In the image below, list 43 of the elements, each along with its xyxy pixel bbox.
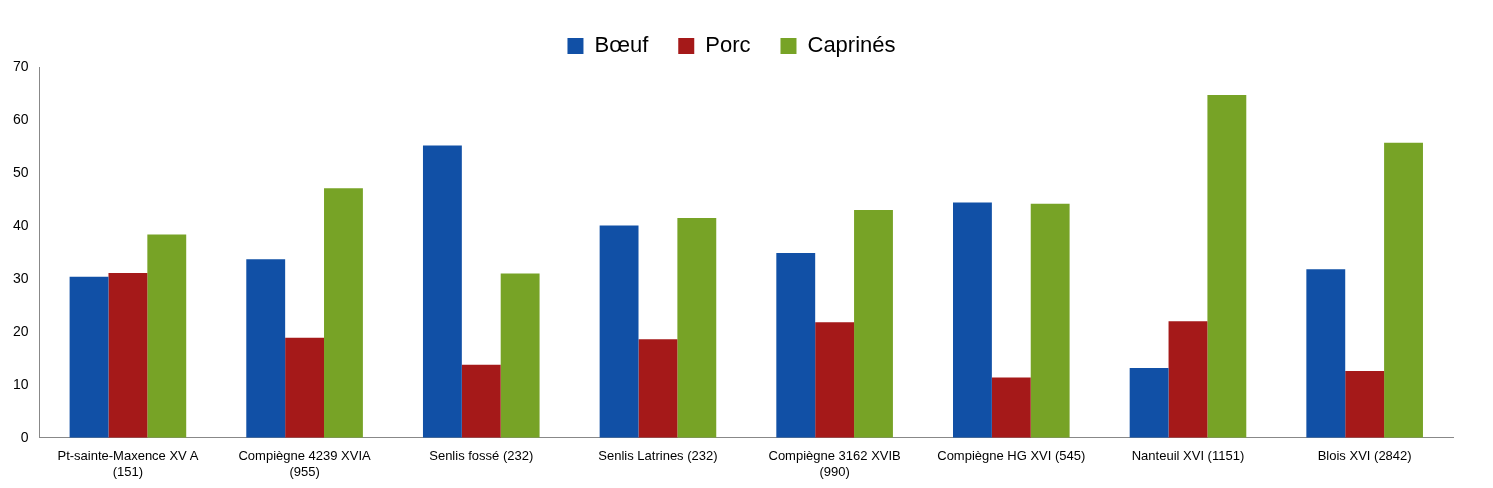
legend-label: Caprinés xyxy=(807,32,896,58)
bar xyxy=(285,337,325,438)
bar xyxy=(108,273,148,438)
bar xyxy=(953,202,992,438)
bar xyxy=(69,276,109,438)
bar xyxy=(1168,321,1208,438)
y-tick-label: 60 xyxy=(12,110,29,127)
bar xyxy=(776,252,816,438)
x-tick-label: Blois XVI (2842) xyxy=(1317,448,1412,464)
x-tick-label: Compiègne 3162 XVIB (990) xyxy=(768,448,901,479)
bar xyxy=(599,225,639,438)
bar xyxy=(1384,142,1423,438)
y-tick-label: 30 xyxy=(12,269,29,286)
bar xyxy=(1030,203,1070,438)
bar xyxy=(324,188,363,438)
y-tick-label: 20 xyxy=(12,322,29,339)
bar xyxy=(1306,269,1346,438)
bar xyxy=(991,377,1031,438)
bar xyxy=(246,259,286,438)
bar xyxy=(677,217,717,438)
x-tick-label: Senlis fossé (232) xyxy=(429,448,534,464)
bar xyxy=(1345,371,1385,438)
x-tick-label: Pt-sainte-Maxence XV A (151) xyxy=(57,448,199,479)
y-tick-label: 0 xyxy=(20,428,29,445)
bar xyxy=(638,339,678,438)
bar xyxy=(147,234,187,438)
bar xyxy=(422,145,462,438)
y-tick-label: 10 xyxy=(12,375,29,392)
x-tick-label: Senlis Latrines (232) xyxy=(598,448,718,464)
bar xyxy=(461,364,501,438)
x-tick-label: Nanteuil XVI (1151) xyxy=(1131,448,1245,464)
x-tick-label: Compiègne HG XVI (545) xyxy=(937,448,1086,464)
legend-label: Bœuf xyxy=(594,32,650,58)
y-tick-label: 70 xyxy=(12,57,29,74)
bar xyxy=(1129,367,1169,438)
bar xyxy=(815,322,855,438)
y-tick-label: 50 xyxy=(12,163,29,180)
bar xyxy=(854,210,893,438)
legend-label: Porc xyxy=(705,32,751,58)
x-tick-label: Compiègne 4239 XVIA (955) xyxy=(238,448,372,479)
y-tick-label: 40 xyxy=(12,216,29,233)
bar xyxy=(1207,95,1247,438)
bar xyxy=(500,273,540,438)
